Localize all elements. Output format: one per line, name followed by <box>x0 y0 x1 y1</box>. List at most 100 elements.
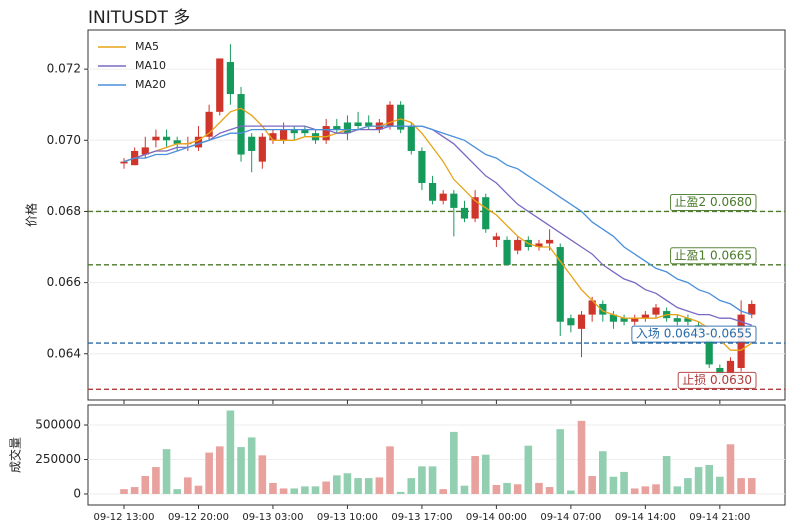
volume-bar <box>545 487 554 494</box>
x-tick-label: 09-13 03:00 <box>242 512 303 523</box>
level-label: 止盈1 0.0665 <box>675 248 752 262</box>
volume-bar <box>577 420 586 494</box>
volume-bar <box>194 485 203 494</box>
candle-body <box>439 193 447 201</box>
candle-body <box>386 104 394 127</box>
volume-bar <box>439 489 447 494</box>
x-tick-label: 09-14 21:00 <box>689 512 750 523</box>
candle-body <box>514 239 522 251</box>
candle-body <box>269 133 277 141</box>
volume-bar <box>747 478 756 494</box>
candle-body <box>120 161 128 164</box>
level-label: 止损 0.0630 <box>682 373 752 387</box>
volume-bar <box>588 476 596 494</box>
candle-body <box>705 339 713 365</box>
level-label-box <box>631 325 757 343</box>
candle-body <box>141 147 149 155</box>
volume-bar <box>705 465 713 494</box>
candle-body <box>588 300 596 315</box>
candle-body <box>407 126 415 151</box>
candle-body <box>716 367 724 376</box>
candle-body <box>567 318 575 326</box>
volume-bar <box>471 456 479 494</box>
level-label-box <box>670 193 757 211</box>
candle-body <box>673 318 681 322</box>
candle-body <box>365 122 373 127</box>
candle-body <box>620 318 628 322</box>
volume-bar <box>492 485 501 494</box>
candle-body <box>577 314 586 329</box>
candle-body <box>216 58 224 112</box>
volume-bar <box>396 491 405 494</box>
candle-body <box>535 243 543 248</box>
level-label-box <box>670 247 757 265</box>
candle-body <box>641 314 649 319</box>
y-axis-label: 价格 <box>24 203 39 227</box>
candle-body <box>599 303 607 315</box>
price-frame <box>87 29 786 401</box>
y-tick-label: 0.070 <box>47 133 81 147</box>
legend-label: MA20 <box>135 78 166 91</box>
candle-body <box>333 126 341 130</box>
volume-bar <box>556 429 565 494</box>
x-tick-label: 09-13 17:00 <box>391 512 452 523</box>
candle-body <box>428 182 437 201</box>
volume-bar <box>450 431 458 494</box>
volume-bar <box>311 486 320 494</box>
volume-bar <box>567 490 575 494</box>
volume-bar <box>503 482 511 494</box>
volume-bar <box>407 478 416 494</box>
volume-frame <box>87 404 786 506</box>
volume-bar <box>205 452 213 494</box>
candle-body <box>162 136 171 141</box>
candle-body <box>503 239 511 265</box>
volume-bar <box>301 486 309 494</box>
legend-label: MA5 <box>135 40 159 53</box>
candle-body <box>194 136 203 148</box>
ma-line <box>123 125 753 326</box>
volume-bar <box>428 466 437 494</box>
volume-bar <box>460 485 469 494</box>
volume-bar <box>279 488 288 494</box>
candle-body <box>237 94 245 155</box>
candle-body <box>354 122 362 127</box>
candle-body <box>726 360 735 376</box>
candle-body <box>546 239 554 244</box>
x-tick-label: 09-13 10:00 <box>317 512 378 523</box>
volume-bar <box>184 477 192 494</box>
volume-bar <box>386 446 394 494</box>
candle-body <box>290 129 298 134</box>
candle-body <box>258 136 266 162</box>
volume-bar <box>641 486 650 494</box>
legend-label: MA10 <box>135 59 166 72</box>
volume-bar <box>237 447 245 494</box>
volume-bar <box>662 456 671 494</box>
candle-body <box>343 122 352 134</box>
candle-body <box>226 62 234 95</box>
volume-bar <box>620 471 628 494</box>
candle-body <box>450 193 458 208</box>
volume-bar <box>152 467 160 494</box>
volume-bar <box>684 478 692 494</box>
y-tick-label: 0.068 <box>47 204 81 218</box>
candle-body <box>173 140 181 144</box>
volume-bar <box>737 478 745 494</box>
candle-body <box>748 303 756 315</box>
candle-body <box>471 197 479 219</box>
volume-bar <box>333 475 341 494</box>
volume-bar <box>535 482 543 494</box>
candle-body <box>301 129 309 134</box>
y-tick-label: 0.064 <box>47 346 81 360</box>
level-label-box <box>677 371 757 389</box>
y-tick-label: 0 <box>73 486 81 500</box>
volume-bar <box>524 445 533 494</box>
ma-line <box>123 107 753 351</box>
volume-bar <box>141 476 150 494</box>
y-tick-label: 250000 <box>35 452 81 466</box>
volume-bar <box>364 478 373 494</box>
volume-bar <box>418 466 426 494</box>
volume-bar <box>630 488 639 494</box>
candle-body <box>397 104 405 130</box>
volume-bar <box>726 444 735 494</box>
